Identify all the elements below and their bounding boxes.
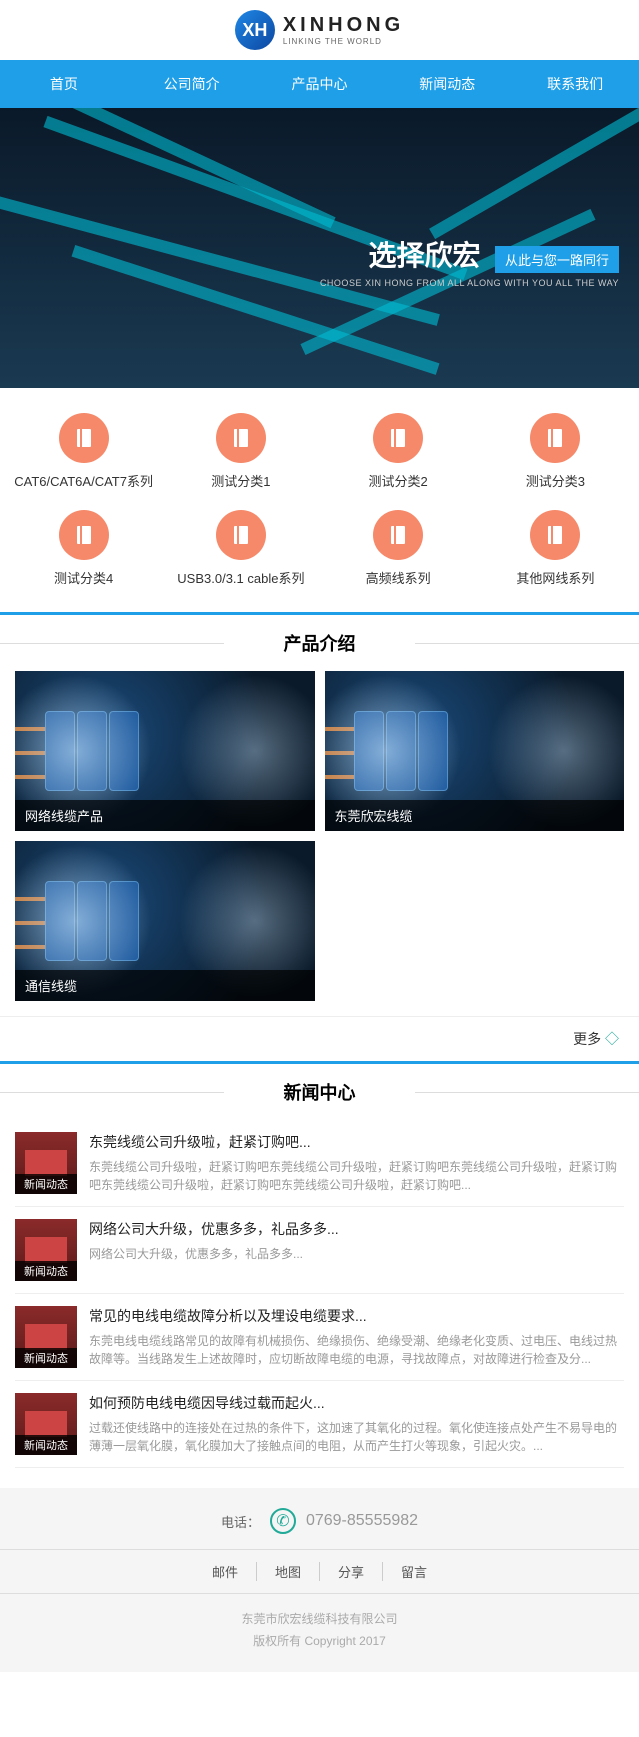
phone-row: 电话： ✆ 0769-85555982 xyxy=(0,1508,639,1549)
news-section-title: 新闻中心 xyxy=(0,1064,639,1120)
news-thumb-label: 新闻动态 xyxy=(15,1261,77,1281)
nav-news[interactable]: 新闻动态 xyxy=(383,60,511,108)
nav-home[interactable]: 首页 xyxy=(0,60,128,108)
news-thumbnail: 新闻动态 xyxy=(15,1306,77,1368)
header: XH XINHONG LINKING THE WORLD xyxy=(0,0,639,60)
news-title: 东莞线缆公司升级啦，赶紧订购吧... xyxy=(89,1132,624,1152)
footer-link-message[interactable]: 留言 xyxy=(383,1562,445,1581)
category-item[interactable]: 其他网线系列 xyxy=(477,500,634,597)
news-thumb-label: 新闻动态 xyxy=(15,1174,77,1194)
product-card[interactable]: 网络线缆产品 xyxy=(15,671,315,831)
category-item[interactable]: 测试分类4 xyxy=(5,500,162,597)
banner-tag: 从此与您一路同行 xyxy=(495,246,619,273)
news-thumbnail: 新闻动态 xyxy=(15,1132,77,1194)
nav-about[interactable]: 公司简介 xyxy=(128,60,256,108)
news-thumb-label: 新闻动态 xyxy=(15,1348,77,1368)
news-thumb-label: 新闻动态 xyxy=(15,1435,77,1455)
products-grid: 网络线缆产品 东莞欣宏线缆 通信线缆 xyxy=(0,671,639,1016)
category-label: 高频线系列 xyxy=(325,568,472,587)
news-body: 如何预防电线电缆因导线过载而起火... 过载还使线路中的连接处在过热的条件下，这… xyxy=(89,1393,624,1455)
category-item[interactable]: 测试分类2 xyxy=(320,403,477,500)
news-title: 如何预防电线电缆因导线过载而起火... xyxy=(89,1393,624,1413)
nav-products[interactable]: 产品中心 xyxy=(256,60,384,108)
product-label: 通信线缆 xyxy=(15,970,315,1001)
news-desc: 东莞电线电缆线路常见的故障有机械损伤、绝缘损伤、绝缘受潮、绝缘老化变质、过电压、… xyxy=(89,1332,624,1368)
category-icon xyxy=(216,510,266,560)
news-body: 网络公司大升级，优惠多多，礼品多多... 网络公司大升级，优惠多多，礼品多多..… xyxy=(89,1219,624,1281)
footer-link-map[interactable]: 地图 xyxy=(257,1562,320,1581)
news-list: 新闻动态 东莞线缆公司升级啦，赶紧订购吧... 东莞线缆公司升级啦，赶紧订购吧东… xyxy=(0,1120,639,1468)
news-item[interactable]: 新闻动态 如何预防电线电缆因导线过载而起火... 过载还使线路中的连接处在过热的… xyxy=(15,1381,624,1468)
category-icon xyxy=(530,510,580,560)
category-icon xyxy=(59,413,109,463)
hero-banner[interactable]: 选择欣宏 从此与您一路同行 CHOOSE XIN HONG FROM ALL A… xyxy=(0,108,639,388)
more-label: 更多 xyxy=(573,1031,601,1047)
category-icon xyxy=(373,510,423,560)
news-desc: 网络公司大升级，优惠多多，礼品多多... xyxy=(89,1245,624,1263)
category-label: CAT6/CAT6A/CAT7系列 xyxy=(10,471,157,490)
category-label: 测试分类3 xyxy=(482,471,629,490)
news-thumbnail: 新闻动态 xyxy=(15,1219,77,1281)
category-icon xyxy=(216,413,266,463)
news-title: 常见的电线电缆故障分析以及埋设电缆要求... xyxy=(89,1306,624,1326)
banner-subtitle: CHOOSE XIN HONG FROM ALL ALONG WITH YOU … xyxy=(320,278,619,288)
phone-number[interactable]: 0769-85555982 xyxy=(306,1512,418,1530)
news-item[interactable]: 新闻动态 网络公司大升级，优惠多多，礼品多多... 网络公司大升级，优惠多多，礼… xyxy=(15,1207,624,1294)
category-grid: CAT6/CAT6A/CAT7系列 测试分类1 测试分类2 测试分类3 测试分类… xyxy=(0,388,639,615)
copyright: 东莞市欣宏线缆科技有限公司 版权所有 Copyright 2017 xyxy=(0,1594,639,1652)
footer-link-mail[interactable]: 邮件 xyxy=(194,1562,257,1581)
footer: 电话： ✆ 0769-85555982 邮件 地图 分享 留言 东莞市欣宏线缆科… xyxy=(0,1488,639,1672)
category-item[interactable]: CAT6/CAT6A/CAT7系列 xyxy=(5,403,162,500)
banner-text: 选择欣宏 从此与您一路同行 CHOOSE XIN HONG FROM ALL A… xyxy=(320,234,619,288)
logo-icon: XH xyxy=(235,10,275,50)
category-item[interactable]: 测试分类3 xyxy=(477,403,634,500)
category-item[interactable]: 高频线系列 xyxy=(320,500,477,597)
news-desc: 过载还使线路中的连接处在过热的条件下，这加速了其氧化的过程。氧化使连接点处产生不… xyxy=(89,1419,624,1455)
products-section-title: 产品介绍 xyxy=(0,615,639,671)
news-body: 东莞线缆公司升级啦，赶紧订购吧... 东莞线缆公司升级啦，赶紧订购吧东莞线缆公司… xyxy=(89,1132,624,1194)
more-link[interactable]: 更多 ◇ xyxy=(0,1016,639,1064)
logo-text: XINHONG LINKING THE WORLD xyxy=(283,14,404,46)
banner-title: 选择欣宏 xyxy=(369,234,481,274)
logo[interactable]: XH XINHONG LINKING THE WORLD xyxy=(235,10,404,50)
footer-links: 邮件 地图 分享 留言 xyxy=(0,1549,639,1594)
nav-contact[interactable]: 联系我们 xyxy=(511,60,639,108)
news-thumbnail: 新闻动态 xyxy=(15,1393,77,1455)
main-nav: 首页 公司简介 产品中心 新闻动态 联系我们 xyxy=(0,60,639,108)
news-item[interactable]: 新闻动态 东莞线缆公司升级啦，赶紧订购吧... 东莞线缆公司升级啦，赶紧订购吧东… xyxy=(15,1120,624,1207)
phone-label: 电话： xyxy=(221,1512,260,1531)
category-item[interactable]: USB3.0/3.1 cable系列 xyxy=(162,500,319,597)
product-card[interactable]: 东莞欣宏线缆 xyxy=(325,671,625,831)
category-item[interactable]: 测试分类1 xyxy=(162,403,319,500)
category-icon xyxy=(373,413,423,463)
more-arrow-icon: ◇ xyxy=(605,1031,619,1047)
footer-link-share[interactable]: 分享 xyxy=(320,1562,383,1581)
category-label: 测试分类1 xyxy=(167,471,314,490)
category-label: 其他网线系列 xyxy=(482,568,629,587)
category-label: 测试分类2 xyxy=(325,471,472,490)
company-name: 东莞市欣宏线缆科技有限公司 xyxy=(0,1609,639,1631)
news-body: 常见的电线电缆故障分析以及埋设电缆要求... 东莞电线电缆线路常见的故障有机械损… xyxy=(89,1306,624,1368)
category-icon xyxy=(59,510,109,560)
copyright-text: 版权所有 Copyright 2017 xyxy=(0,1631,639,1653)
logo-main: XINHONG xyxy=(283,14,404,37)
phone-icon: ✆ xyxy=(270,1508,296,1534)
product-label: 东莞欣宏线缆 xyxy=(325,800,625,831)
news-item[interactable]: 新闻动态 常见的电线电缆故障分析以及埋设电缆要求... 东莞电线电缆线路常见的故… xyxy=(15,1294,624,1381)
category-icon xyxy=(530,413,580,463)
logo-sub: LINKING THE WORLD xyxy=(283,37,382,46)
news-desc: 东莞线缆公司升级啦，赶紧订购吧东莞线缆公司升级啦，赶紧订购吧东莞线缆公司升级啦，… xyxy=(89,1158,624,1194)
product-card[interactable]: 通信线缆 xyxy=(15,841,315,1001)
category-label: USB3.0/3.1 cable系列 xyxy=(167,568,314,587)
news-title: 网络公司大升级，优惠多多，礼品多多... xyxy=(89,1219,624,1239)
category-label: 测试分类4 xyxy=(10,568,157,587)
product-label: 网络线缆产品 xyxy=(15,800,315,831)
